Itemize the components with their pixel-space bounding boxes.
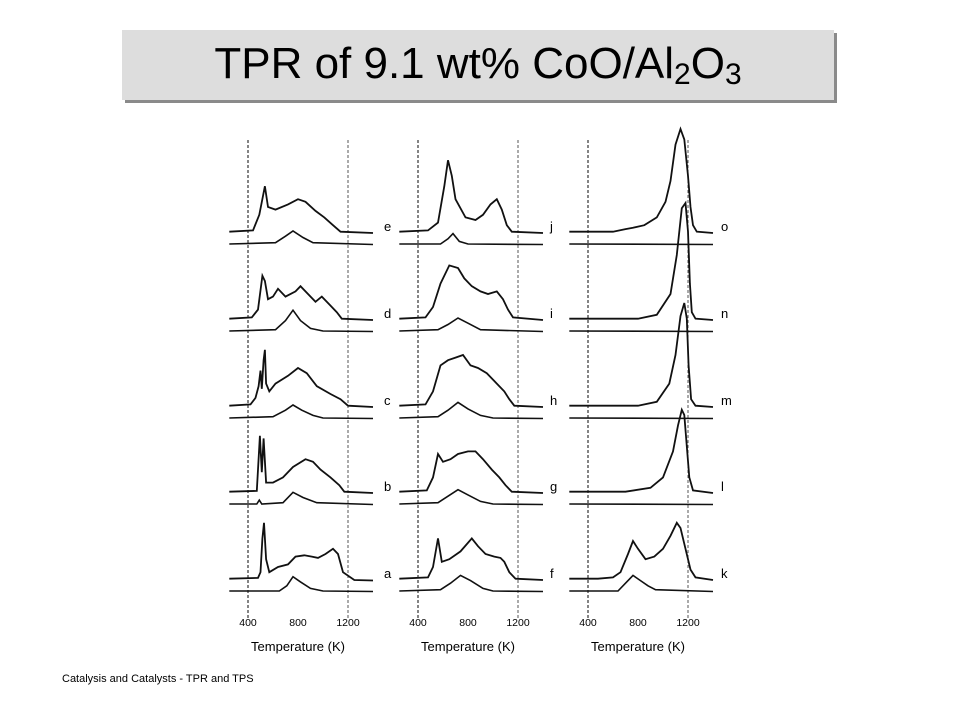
trace-label-d: d [384,306,391,321]
trace-lower-g [399,488,544,506]
trace-upper-h [399,353,544,408]
slide-title: TPR of 9.1 wt% CoO/Al2O3 [122,39,834,91]
trace-upper-n [569,200,714,321]
trace-lower-f [399,574,544,593]
trace-upper-k [569,521,714,581]
trace-lower-l [569,503,714,506]
trace-lower-h [399,401,544,420]
title-middle: O [690,39,725,88]
trace-lower-c [229,404,374,420]
trace-upper-o [569,126,714,234]
trace-label-g: g [550,479,557,494]
trace-upper-e [229,186,374,234]
title-prefix: TPR of 9.1 wt% CoO/Al [214,39,675,88]
trace-lower-d [229,308,374,333]
trace-label-i: i [550,306,553,321]
trace-upper-g [399,450,544,494]
x-axis-label: Temperature (K) [421,639,515,654]
x-axis-label: Temperature (K) [591,639,685,654]
trace-label-o: o [721,219,728,234]
trace-label-n: n [721,306,728,321]
trace-upper-j [399,159,544,234]
footer-caption: Catalysis and Catalysts - TPR and TPS [62,673,254,685]
trace-lower-o [569,243,714,246]
trace-lower-b [229,491,374,506]
trace-upper-f [399,536,544,581]
tick-label-800: 800 [629,617,647,629]
tick-label-1200: 1200 [336,617,360,629]
title-sub-3: 3 [724,58,742,91]
tick-label-400: 400 [409,617,427,629]
tick-label-400: 400 [239,617,257,629]
trace-upper-l [569,407,714,494]
trace-upper-i [399,264,544,321]
trace-label-k: k [721,566,728,581]
trace-label-c: c [384,393,391,408]
trace-label-m: m [721,393,732,408]
trace-label-e: e [384,219,391,234]
trace-label-a: a [384,566,392,581]
trace-label-f: f [550,566,554,581]
tick-label-400: 400 [579,617,597,629]
trace-lower-j [399,232,544,246]
trace-label-j: j [549,219,553,234]
tick-label-800: 800 [289,617,307,629]
trace-label-h: h [550,393,557,408]
tick-label-1200: 1200 [506,617,530,629]
trace-upper-d [229,272,374,321]
trace-label-b: b [384,479,391,494]
title-sub-2: 2 [674,58,691,91]
trace-upper-a [229,522,374,582]
title-banner: TPR of 9.1 wt% CoO/Al2O3 [122,30,834,100]
trace-lower-k [569,574,714,593]
tick-label-800: 800 [459,617,477,629]
trace-upper-b [229,435,374,494]
trace-lower-e [229,230,374,246]
trace-label-l: l [721,479,724,494]
trace-lower-i [399,317,544,333]
trace-lower-a [229,575,374,593]
tick-label-1200: 1200 [676,617,700,629]
trace-upper-c [229,349,374,408]
trace-upper-m [569,302,714,408]
trace-lower-m [569,417,714,420]
x-axis-label: Temperature (K) [251,639,345,654]
trace-lower-n [569,330,714,333]
